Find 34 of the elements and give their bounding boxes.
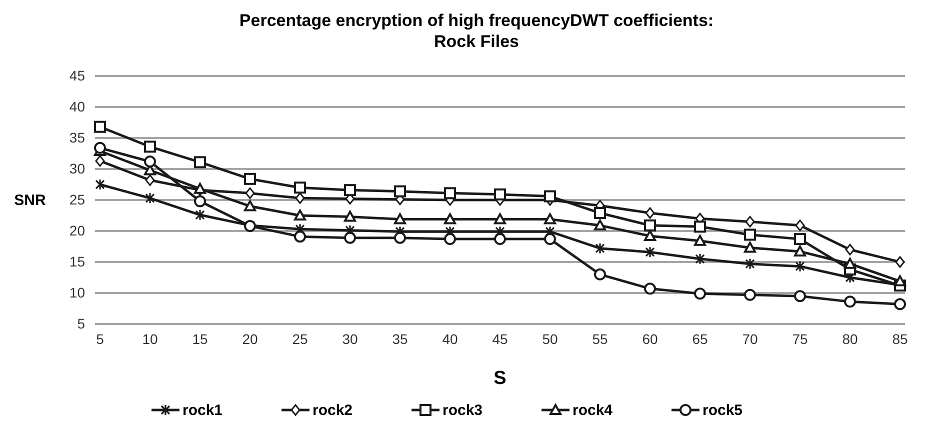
x-tick-label: 65 <box>692 330 708 347</box>
x-tick-label: 30 <box>342 330 358 347</box>
x-tick-label: 5 <box>96 330 104 347</box>
x-tick-label: 75 <box>792 330 808 347</box>
x-tick-label: 25 <box>292 330 308 347</box>
x-tick-label: 50 <box>542 330 558 347</box>
y-tick-label: 5 <box>77 315 86 332</box>
x-tick-label: 60 <box>642 330 658 347</box>
x-tick-label: 45 <box>492 330 508 347</box>
x-tick-label: 70 <box>742 330 758 347</box>
x-tick-label: 20 <box>242 330 258 347</box>
legend-label: rock1 <box>182 402 223 419</box>
y-tick-label: 45 <box>69 67 86 84</box>
chart-title: Percentage encryption of high frequencyDWT coefficients: Rock Files <box>239 11 714 51</box>
y-tick-label: 25 <box>69 191 86 208</box>
x-tick-label: 35 <box>392 330 408 347</box>
legend-label: rock2 <box>312 402 353 419</box>
y-tick-label: 20 <box>69 222 86 238</box>
x-tick-label: 85 <box>892 330 908 347</box>
x-axis-title: S <box>494 368 506 389</box>
x-tick-label: 40 <box>442 330 458 347</box>
x-tick-label: 15 <box>192 330 208 347</box>
legend-label: rock3 <box>442 402 483 419</box>
x-tick-label: 55 <box>592 330 608 347</box>
legend-label: rock5 <box>702 402 743 419</box>
y-tick-label: 15 <box>69 253 86 270</box>
x-tick-label: 80 <box>842 330 858 347</box>
legend-label: rock4 <box>572 402 614 419</box>
y-tick-label: 40 <box>69 98 86 114</box>
y-axis-title: SNR <box>14 192 46 209</box>
y-tick-label: 30 <box>69 160 86 176</box>
y-tick-label: 10 <box>69 284 86 300</box>
y-tick-label: 35 <box>69 129 86 146</box>
x-tick-label: 10 <box>142 330 158 347</box>
